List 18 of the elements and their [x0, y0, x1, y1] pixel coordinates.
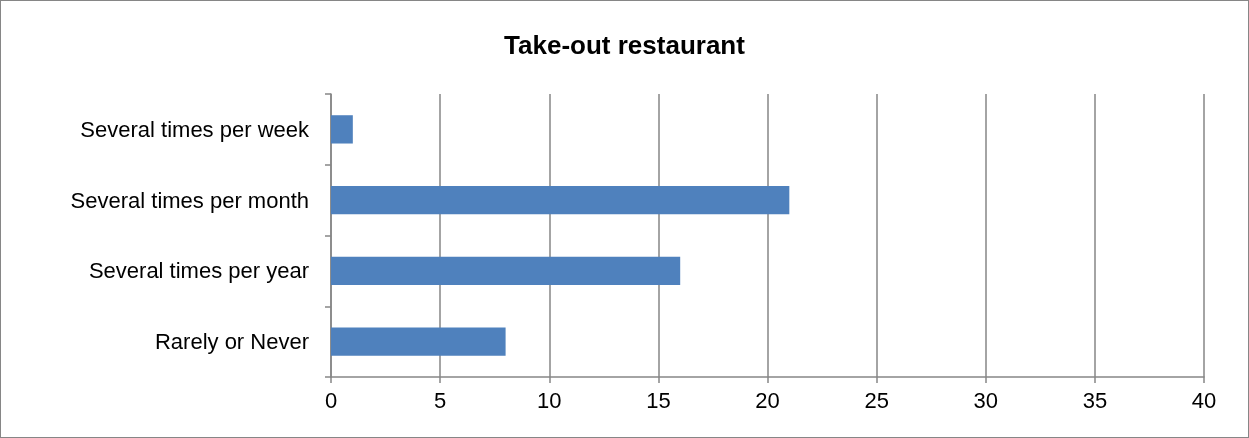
bar — [331, 115, 353, 144]
y-tick-label: Several times per week — [80, 116, 310, 142]
x-tick-label: 0 — [324, 387, 338, 413]
y-tick-label: Several times per year — [88, 258, 309, 284]
y-tick-label: Several times per month — [70, 187, 309, 213]
x-tick-label: 10 — [537, 387, 562, 413]
y-tick-label: Rarely or Never — [154, 329, 309, 355]
x-tick-label: 20 — [755, 387, 780, 413]
x-tick-label: 15 — [646, 387, 671, 413]
chart-title: Take-out restaurant — [504, 30, 746, 60]
bar — [331, 256, 681, 286]
bar — [331, 327, 506, 356]
x-tick-label: 35 — [1082, 387, 1108, 413]
x-tick-label: 40 — [1191, 387, 1217, 413]
x-tick-label: 30 — [973, 387, 998, 413]
x-tick-label: 5 — [434, 387, 447, 413]
x-tick-label: 25 — [864, 387, 889, 413]
bar — [331, 185, 790, 215]
